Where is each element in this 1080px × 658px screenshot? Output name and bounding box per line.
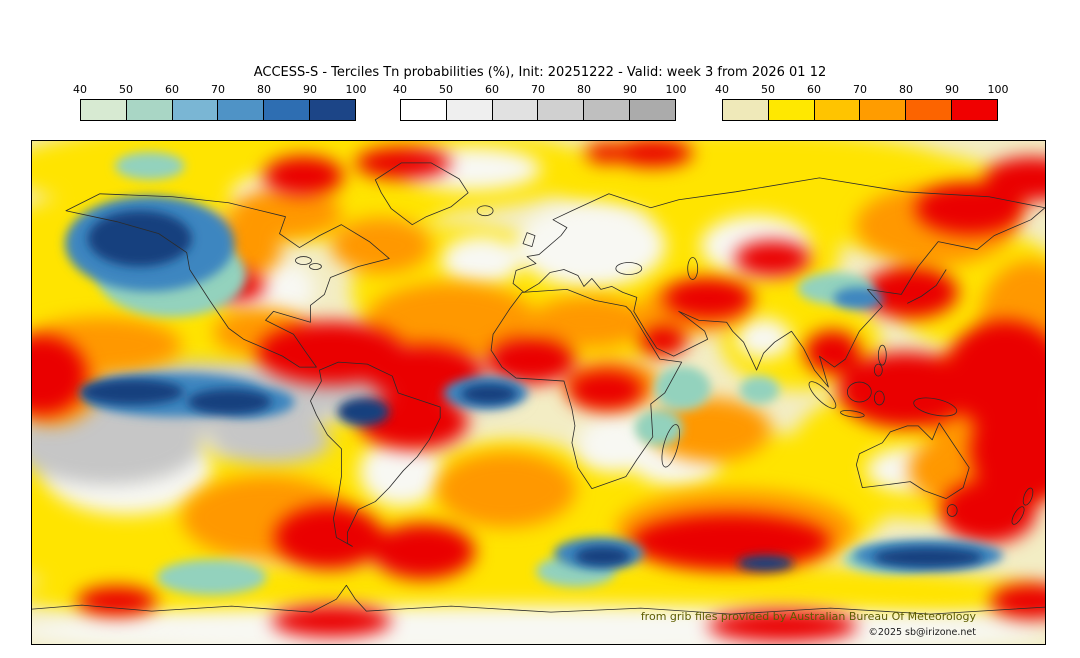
colorbar-above-normal-swatches — [722, 99, 998, 121]
colorbar-cell — [446, 100, 493, 120]
figure-title: ACCESS-S - Terciles Tn probabilities (%)… — [253, 65, 827, 80]
colorbar-tick-label: 40 — [715, 83, 729, 96]
colorbar-cell — [630, 100, 675, 120]
colorbar-tick-label: 40 — [73, 83, 87, 96]
copyright-text: ©2025 sb@irizone.net — [868, 627, 976, 638]
colorbar-below-normal-ticks: 40 50 60 70 80 90 100 — [73, 83, 367, 99]
colorbar-cell — [172, 100, 219, 120]
colorbar-cell — [310, 100, 355, 120]
colorbar-tick-label: 50 — [119, 83, 133, 96]
below-normal-navy-layer — [79, 210, 984, 572]
colorbar-tick-label: 70 — [853, 83, 867, 96]
colorbar-cell — [814, 100, 861, 120]
colorbar-cell — [906, 100, 953, 120]
colorbar-tick-label: 50 — [439, 83, 453, 96]
colorbar-tick-label: 90 — [945, 83, 959, 96]
colorbar-cell — [126, 100, 173, 120]
map-layers — [32, 141, 1045, 644]
colorbar-cell — [81, 100, 127, 120]
world-map — [32, 141, 1045, 644]
colorbar-tick-label: 100 — [665, 83, 687, 96]
colorbar-cell — [264, 100, 311, 120]
coastlines — [32, 162, 1045, 615]
colorbar-tick-label: 80 — [257, 83, 271, 96]
colorbar-cell — [401, 100, 447, 120]
colorbar-tick-label: 60 — [485, 83, 499, 96]
colorbar-tick-label: 90 — [623, 83, 637, 96]
colorbar-tick-label: 70 — [531, 83, 545, 96]
colorbar-above-normal-ticks: 40 50 60 70 80 90 100 — [715, 83, 1009, 99]
colorbar-cell — [218, 100, 265, 120]
colorbar-cell — [723, 100, 769, 120]
colorbar-tick-label: 80 — [899, 83, 913, 96]
colorbar-near-normal: 40 50 60 70 80 90 100 — [393, 83, 687, 125]
colorbar-below-normal-swatches — [80, 99, 356, 121]
colorbar-tick-label: 100 — [345, 83, 367, 96]
colorbar-tick-label: 60 — [165, 83, 179, 96]
colorbar-tick-label: 40 — [393, 83, 407, 96]
colorbar-tick-label: 80 — [577, 83, 591, 96]
colorbar-cell — [584, 100, 631, 120]
above-normal-red-layer — [32, 141, 1045, 643]
colorbar-below-normal: 40 50 60 70 80 90 100 — [73, 83, 367, 125]
colorbar-tick-label: 50 — [761, 83, 775, 96]
colorbar-tick-label: 70 — [211, 83, 225, 96]
attribution-text: from grib files provided by Australian B… — [640, 610, 976, 623]
colorbar-cell — [538, 100, 585, 120]
colorbar-tick-label: 100 — [987, 83, 1009, 96]
colorbar-cell — [860, 100, 907, 120]
map-frame: from grib files provided by Australian B… — [31, 140, 1046, 645]
colorbar-cell — [952, 100, 997, 120]
colorbar-above-normal: 40 50 60 70 80 90 100 — [715, 83, 1009, 125]
colorbar-cell — [492, 100, 539, 120]
colorbar-tick-label: 90 — [303, 83, 317, 96]
colorbar-cell — [768, 100, 815, 120]
colorbar-near-normal-ticks: 40 50 60 70 80 90 100 — [393, 83, 687, 99]
colorbar-near-normal-swatches — [400, 99, 676, 121]
colorbar-tick-label: 60 — [807, 83, 821, 96]
